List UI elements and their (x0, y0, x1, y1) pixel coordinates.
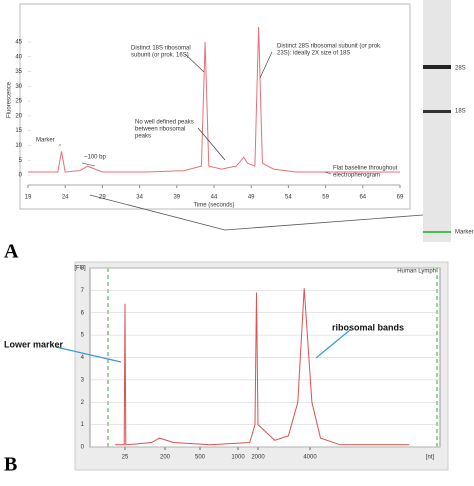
y-tick-label: 10 (15, 143, 22, 149)
gel-lane (423, 0, 451, 242)
x-tick-label: 500 (195, 455, 206, 461)
y-tick-label: 5 (19, 158, 23, 164)
annotation-arrow (55, 346, 122, 363)
y-tick-label: 4 (81, 355, 85, 361)
connector (224, 214, 424, 231)
trace (28, 27, 400, 173)
x-unit: [nt] (426, 455, 435, 461)
y-tick-label: 8 (81, 266, 85, 272)
x-tick-label: 54 (285, 195, 292, 201)
x-tick-label: 64 (359, 195, 366, 201)
annotation: peaks (135, 134, 151, 140)
panel-a-frame (19, 3, 411, 210)
gel-band (423, 231, 451, 233)
y-tick-label: 0 (81, 445, 85, 451)
x-label: Time (seconds) (193, 203, 234, 209)
y-tick-label: 40 (15, 54, 22, 60)
annotation: between ribosomal (135, 127, 185, 133)
annotation: Distinct 28S ribosomal subunit (or prok. (277, 44, 382, 50)
annotation-arrow (324, 171, 332, 175)
x-tick-label: 44 (211, 195, 218, 201)
y-tick-label: 15 (15, 128, 22, 134)
y-tick-label: 1 (81, 422, 85, 428)
y-tick-label: 0 (19, 173, 23, 179)
x-tick-label: 19 (25, 195, 32, 201)
y-tick-label: 7 (81, 288, 85, 294)
chart-title: Human Lymph (397, 269, 436, 275)
gel-band (423, 65, 451, 69)
y-tick-label: 25 (15, 99, 22, 105)
annotation: Lower marker (4, 339, 64, 349)
gel-band (423, 110, 451, 113)
annotation: Marker (36, 138, 55, 144)
y-tick-label: 5 (81, 333, 85, 339)
annotation: ribosomal bands (332, 322, 404, 332)
annotation: No well defined peaks (135, 120, 194, 126)
lane-label: Marker (455, 230, 474, 236)
x-tick-label: 49 (248, 195, 255, 201)
x-tick-label: 25 (122, 455, 129, 461)
lane-label: 28S (455, 66, 466, 72)
x-tick-label: 1000 (231, 455, 245, 461)
lane-label: 18S (455, 109, 466, 115)
annotation: Distinct 18S ribosomal (131, 46, 191, 52)
annotation: subunit (or prok. 16S) (131, 53, 189, 59)
x-tick-label: 2000 (251, 455, 265, 461)
y-tick-label: 6 (81, 310, 85, 316)
annotation-arrow (81, 162, 96, 167)
connector (89, 194, 226, 231)
y-tick-label: 20 (15, 113, 22, 119)
panel-label: B (4, 454, 17, 476)
y-tick-label: 30 (15, 84, 22, 90)
y-tick-label: 35 (15, 69, 22, 75)
annotation-arrow (315, 329, 351, 359)
x-tick-label: 4000 (303, 455, 317, 461)
x-tick-label: 39 (173, 195, 180, 201)
y-tick-label: 2 (81, 400, 85, 406)
y-tick-label: 3 (81, 377, 85, 383)
x-tick-label: 24 (62, 195, 69, 201)
x-tick-label: 69 (397, 195, 404, 201)
y-tick-label: 45 (15, 40, 22, 46)
y-label: [FU] (74, 266, 86, 272)
trace (115, 288, 410, 446)
annotation: 23S): ideally 2X size of 18S (277, 51, 350, 57)
annotation-arrow (184, 53, 205, 73)
x-tick-label: 34 (136, 195, 143, 201)
x-tick-label: 59 (322, 195, 329, 201)
annotation-arrow (259, 51, 273, 79)
panel-label: A (4, 241, 19, 263)
annotation: Flat baseline throughout (333, 166, 398, 172)
y-label: Fluorescence (7, 81, 13, 118)
annotation: electropherogram (333, 173, 380, 179)
x-tick-label: 29 (99, 195, 106, 201)
annotation-arrow (197, 127, 226, 161)
x-tick-label: 200 (160, 455, 171, 461)
annotation: ~100 bp (84, 155, 107, 161)
